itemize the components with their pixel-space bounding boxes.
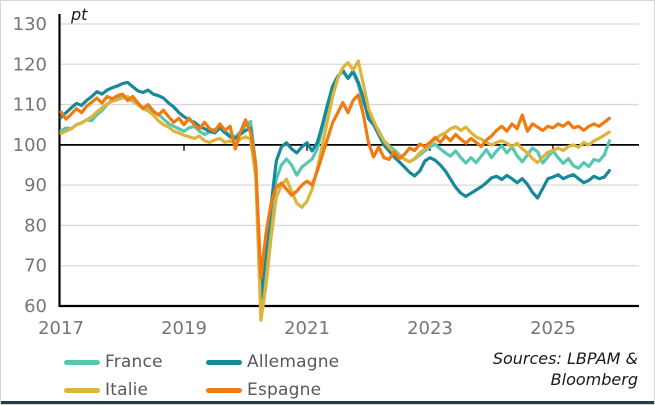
svg-text:2019: 2019 xyxy=(161,318,207,339)
svg-text:100: 100 xyxy=(13,135,47,156)
svg-text:110: 110 xyxy=(13,95,47,116)
svg-text:2023: 2023 xyxy=(407,318,453,339)
svg-text:2025: 2025 xyxy=(530,318,576,339)
legend-swatch-italie xyxy=(64,387,100,393)
svg-text:120: 120 xyxy=(13,54,47,75)
y-axis-unit-label: pt xyxy=(71,5,88,24)
sources-line-1: Sources: LBPAM & xyxy=(492,349,638,368)
sources-line-2: Bloomberg xyxy=(550,370,638,389)
legend-label-italie: Italie xyxy=(105,380,149,400)
svg-text:2021: 2021 xyxy=(284,318,330,339)
svg-text:2017: 2017 xyxy=(38,318,84,339)
legend-label-france: France xyxy=(105,352,163,372)
legend-item-france: France xyxy=(64,351,163,373)
svg-text:70: 70 xyxy=(24,256,47,277)
legend-label-allemagne: Allemagne xyxy=(247,352,340,372)
svg-text:130: 130 xyxy=(13,14,47,35)
legend-label-espagne: Espagne xyxy=(247,380,322,400)
bottom-accent-bar xyxy=(1,401,654,404)
sources-caption: Sources: LBPAM & Bloomberg xyxy=(408,348,638,390)
legend-item-allemagne: Allemagne xyxy=(206,351,339,373)
legend-swatch-espagne xyxy=(206,387,242,393)
legend-swatch-france xyxy=(64,359,100,365)
legend-item-espagne: Espagne xyxy=(206,379,321,401)
legend-swatch-allemagne xyxy=(206,359,242,365)
svg-text:80: 80 xyxy=(24,215,47,236)
legend-item-italie: Italie xyxy=(64,379,148,401)
svg-text:60: 60 xyxy=(24,296,47,317)
svg-text:90: 90 xyxy=(24,175,47,196)
